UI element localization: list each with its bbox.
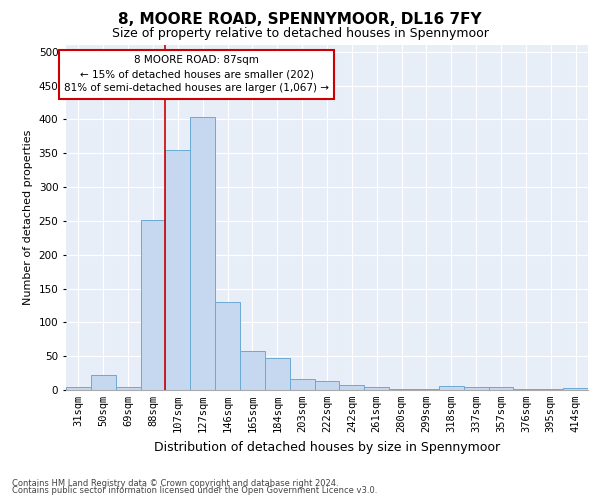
- Bar: [314, 380, 340, 390]
- Bar: [215, 302, 240, 390]
- Text: Contains public sector information licensed under the Open Government Licence v3: Contains public sector information licen…: [12, 486, 377, 495]
- Bar: [190, 118, 215, 390]
- Bar: [364, 386, 389, 390]
- Bar: [439, 386, 464, 390]
- Text: Contains HM Land Registry data © Crown copyright and database right 2024.: Contains HM Land Registry data © Crown c…: [12, 478, 338, 488]
- Bar: [166, 150, 190, 390]
- Bar: [464, 386, 488, 390]
- Bar: [514, 388, 538, 390]
- Bar: [66, 386, 91, 390]
- Bar: [290, 378, 314, 390]
- X-axis label: Distribution of detached houses by size in Spennymoor: Distribution of detached houses by size …: [154, 440, 500, 454]
- Text: 8, MOORE ROAD, SPENNYMOOR, DL16 7FY: 8, MOORE ROAD, SPENNYMOOR, DL16 7FY: [118, 12, 482, 28]
- Text: Size of property relative to detached houses in Spennymoor: Size of property relative to detached ho…: [112, 28, 488, 40]
- Y-axis label: Number of detached properties: Number of detached properties: [23, 130, 33, 305]
- Bar: [240, 351, 265, 390]
- Bar: [340, 384, 364, 390]
- Bar: [140, 220, 166, 390]
- Bar: [265, 358, 290, 390]
- Bar: [116, 386, 140, 390]
- Text: 8 MOORE ROAD: 87sqm
← 15% of detached houses are smaller (202)
81% of semi-detac: 8 MOORE ROAD: 87sqm ← 15% of detached ho…: [64, 56, 329, 94]
- Bar: [389, 388, 414, 390]
- Bar: [91, 375, 116, 390]
- Bar: [563, 388, 588, 390]
- Bar: [488, 386, 514, 390]
- Bar: [414, 388, 439, 390]
